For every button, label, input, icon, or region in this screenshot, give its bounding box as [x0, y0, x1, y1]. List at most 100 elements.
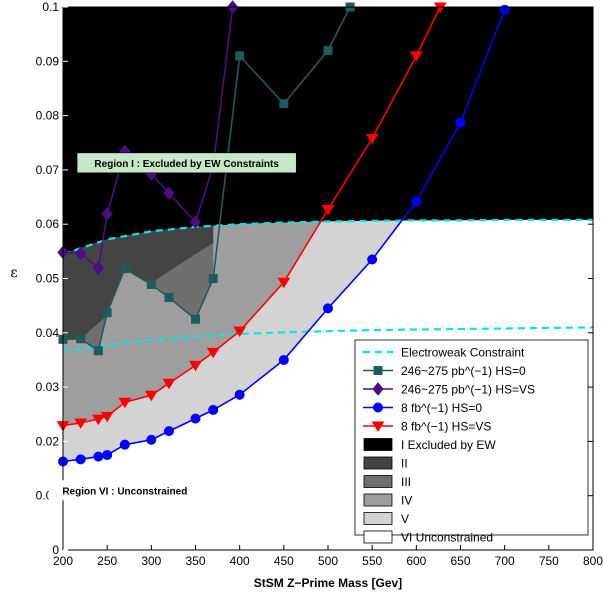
legend-label: III — [401, 475, 411, 489]
series-5-point — [409, 51, 423, 62]
series-2-point — [191, 314, 200, 324]
series-5-point — [321, 205, 335, 216]
x-tick-label: 500 — [318, 554, 338, 568]
legend-patch — [363, 475, 393, 488]
series-5-point — [233, 326, 247, 338]
series-2-point — [208, 274, 218, 283]
series-4-point — [323, 303, 333, 314]
series-4-point — [75, 454, 86, 465]
legend-label: 8 fb^(−1) HS=VS — [401, 420, 491, 434]
y-tick-label: 0.04 — [36, 326, 60, 340]
annotations-layer: Region I : Excluded by EW Constraints Reg… — [48, 152, 297, 501]
legend-marker — [371, 421, 385, 432]
series-5-point — [144, 390, 158, 402]
series-3-point — [75, 246, 87, 261]
legend-label: 246~275 pb^(−1) HS=0 — [401, 364, 526, 378]
legend-label: 246~275 pb^(−1) HS=VS — [401, 383, 535, 397]
legend-box — [354, 339, 589, 536]
legend-label: IV — [401, 494, 412, 508]
y-tick-label: 0.07 — [36, 163, 60, 177]
series-5-point — [162, 378, 176, 390]
series-5-point — [118, 397, 132, 409]
x-tick-label: 350 — [185, 554, 205, 568]
series-line-0 — [63, 218, 593, 256]
legend-patch — [363, 438, 393, 451]
series-4-point — [455, 117, 466, 128]
region-annotation-0: Region I : Excluded by EW Constraints — [94, 159, 279, 170]
series-5-point — [91, 414, 105, 426]
series-5-point — [74, 418, 88, 429]
series-2-point — [76, 334, 86, 344]
x-tick-label: 200 — [53, 554, 73, 568]
ticks-layer: 200 250 300 350 400 450 500 550 600 650 700 750 800 0… — [36, 0, 603, 568]
series-4-point — [119, 439, 130, 450]
legend-label: II — [401, 457, 408, 471]
series-3-point — [189, 215, 202, 229]
series-3-point — [92, 261, 104, 275]
series-5-point — [365, 133, 379, 145]
legend-label: V — [401, 512, 409, 526]
series-3-point — [163, 186, 175, 201]
legend-label: Electroweak Constraint — [401, 346, 525, 360]
y-tick-label: 0.05 — [36, 272, 60, 286]
y-tick-label: 0.06 — [36, 217, 60, 231]
x-axis-label: StSM Z−Prime Mass [Gev] — [254, 576, 402, 590]
legend-patch — [363, 512, 393, 525]
series-2-point — [93, 346, 103, 356]
series-5-point — [277, 277, 291, 289]
x-tick-label: 300 — [141, 554, 161, 568]
y-tick-label: 0.08 — [36, 109, 60, 123]
series-4-point — [367, 254, 378, 265]
legend-marker — [373, 366, 383, 375]
series-line-1 — [63, 326, 593, 353]
y-tick-label: 0 — [52, 543, 59, 557]
series-4-point — [278, 354, 289, 365]
series-4-point — [190, 413, 201, 424]
annotation-box — [76, 152, 297, 174]
legend-patch — [363, 493, 393, 507]
x-tick-label: 400 — [230, 554, 250, 568]
legend-label: 8 fb^(−1) HS=0 — [401, 401, 482, 415]
series-4-point — [164, 426, 174, 437]
series-4-point — [146, 434, 157, 445]
x-tick-label: 750 — [539, 554, 559, 568]
series-2-point — [164, 293, 174, 303]
legend-patch — [363, 530, 393, 544]
series-2-point — [323, 45, 333, 55]
legend-marker — [372, 382, 384, 396]
x-tick-label: 600 — [406, 554, 426, 568]
series-2-point — [120, 264, 130, 274]
y-tick-label: 0.1 — [42, 0, 59, 14]
x-tick-label: 550 — [362, 554, 382, 568]
y-tick-label: 0.02 — [36, 434, 60, 448]
x-tick-label: 450 — [274, 554, 294, 568]
series-2-point — [235, 51, 245, 61]
series-3-point — [101, 207, 113, 221]
series-2-point — [102, 308, 112, 318]
legend-label: VI Unconstrained — [401, 531, 493, 545]
legend-label: I Excluded by EW — [401, 438, 496, 452]
legend-marker — [373, 402, 383, 413]
series-2-point — [146, 279, 156, 289]
series-4-point — [102, 449, 113, 460]
x-tick-label: 650 — [450, 554, 470, 568]
region-annotation-1: Region VI : Unconstrained — [62, 486, 187, 497]
series-4-point — [208, 404, 219, 415]
legend-patch — [363, 456, 393, 470]
series-5-point — [100, 411, 114, 423]
series-4-point — [411, 196, 422, 207]
x-tick-label: 700 — [495, 554, 515, 568]
legend: Electroweak Constraint 246~275 pb^(−1) HS… — [354, 339, 589, 545]
annotation-box — [48, 480, 201, 501]
x-tick-label: 250 — [97, 554, 117, 568]
series-2-point — [279, 99, 289, 109]
y-tick-label: 0.03 — [36, 380, 60, 394]
series-5-point — [189, 360, 202, 372]
y-tick-label: 0.09 — [36, 54, 60, 68]
series-4-point — [234, 389, 245, 400]
x-tick-label: 800 — [583, 554, 603, 568]
series-4-point — [93, 451, 104, 462]
y-axis-label: ε — [10, 265, 17, 281]
series-5-point — [206, 347, 220, 359]
